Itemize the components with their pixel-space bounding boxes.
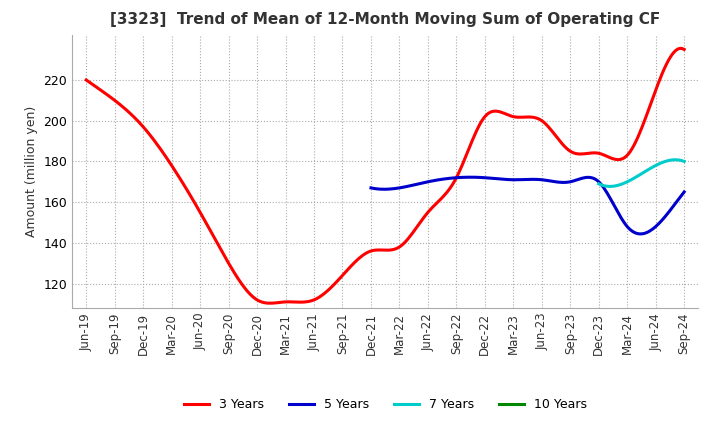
Title: [3323]  Trend of Mean of 12-Month Moving Sum of Operating CF: [3323] Trend of Mean of 12-Month Moving … (110, 12, 660, 27)
Legend: 3 Years, 5 Years, 7 Years, 10 Years: 3 Years, 5 Years, 7 Years, 10 Years (179, 393, 592, 416)
Y-axis label: Amount (million yen): Amount (million yen) (24, 106, 37, 237)
